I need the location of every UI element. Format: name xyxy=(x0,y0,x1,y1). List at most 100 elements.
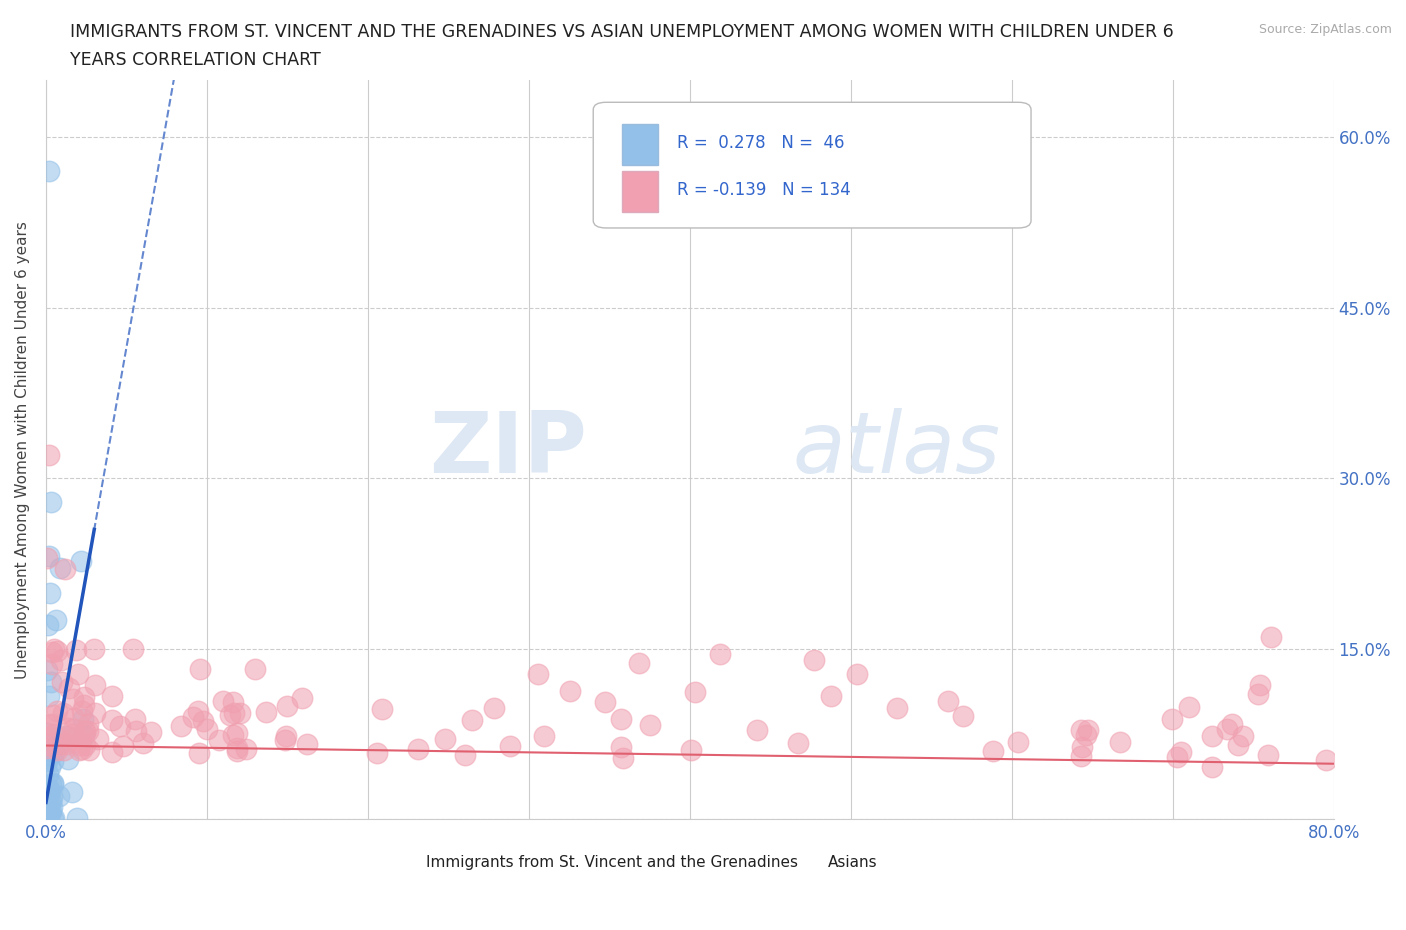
Point xyxy=(35,551,58,565)
Point xyxy=(49,735,72,750)
Point xyxy=(35,737,58,752)
Text: atlas: atlas xyxy=(793,408,1001,491)
Point xyxy=(181,710,204,724)
Point xyxy=(83,642,105,657)
Point xyxy=(453,748,475,763)
Point xyxy=(38,164,60,179)
Point xyxy=(786,736,808,751)
Point xyxy=(70,741,93,756)
Point xyxy=(41,644,63,659)
Point xyxy=(48,737,70,752)
Point xyxy=(42,777,65,791)
Point xyxy=(627,656,650,671)
Text: R =  0.278   N =  46: R = 0.278 N = 46 xyxy=(676,134,845,152)
Text: Source: ZipAtlas.com: Source: ZipAtlas.com xyxy=(1258,23,1392,36)
Point xyxy=(981,743,1004,758)
Point xyxy=(37,807,59,822)
Point xyxy=(1257,748,1279,763)
Point xyxy=(276,699,298,714)
Point xyxy=(44,642,66,657)
Point xyxy=(42,753,65,768)
Point xyxy=(1070,749,1092,764)
Point xyxy=(211,694,233,709)
Point xyxy=(747,723,769,737)
Point xyxy=(42,811,65,826)
Point xyxy=(803,653,825,668)
Point xyxy=(235,741,257,756)
Point xyxy=(1170,745,1192,760)
Point xyxy=(53,742,76,757)
Point xyxy=(195,721,218,736)
Point xyxy=(45,644,67,658)
Point xyxy=(1109,735,1132,750)
Point xyxy=(188,661,211,676)
Point xyxy=(41,776,63,790)
Point xyxy=(132,736,155,751)
Text: YEARS CORRELATION CHART: YEARS CORRELATION CHART xyxy=(70,51,321,69)
Point xyxy=(1201,760,1223,775)
Point xyxy=(72,712,94,727)
Point xyxy=(53,562,76,577)
Point xyxy=(37,783,59,798)
Point xyxy=(38,785,60,800)
Point xyxy=(45,613,67,628)
Point xyxy=(434,732,457,747)
Point xyxy=(55,737,77,751)
Point xyxy=(39,759,62,774)
Point xyxy=(936,694,959,709)
Point xyxy=(65,643,87,658)
Point xyxy=(51,674,73,689)
Point xyxy=(51,653,73,668)
Point xyxy=(72,698,94,712)
Point xyxy=(66,810,89,825)
FancyBboxPatch shape xyxy=(593,102,1031,228)
Point xyxy=(35,789,58,804)
Point xyxy=(42,744,65,759)
Point xyxy=(101,745,124,760)
Point xyxy=(952,709,974,724)
Point xyxy=(101,712,124,727)
Point xyxy=(77,743,100,758)
Point xyxy=(41,804,63,818)
Point xyxy=(276,729,298,744)
Point xyxy=(60,785,83,800)
Point xyxy=(35,740,58,755)
Point xyxy=(42,707,65,722)
Point xyxy=(820,688,842,703)
Point xyxy=(73,737,96,752)
Point xyxy=(70,703,93,718)
Point xyxy=(1232,728,1254,743)
Point xyxy=(37,618,59,632)
Point xyxy=(108,719,131,734)
Point xyxy=(170,719,193,734)
Point xyxy=(60,730,83,745)
Point xyxy=(67,743,90,758)
Point xyxy=(58,720,80,735)
Point xyxy=(77,716,100,731)
Text: R = -0.139   N = 134: R = -0.139 N = 134 xyxy=(676,180,851,198)
Point xyxy=(75,724,97,739)
Point xyxy=(886,701,908,716)
Point xyxy=(37,781,59,796)
FancyBboxPatch shape xyxy=(394,851,419,873)
FancyBboxPatch shape xyxy=(621,125,658,166)
Point xyxy=(39,717,62,732)
Point xyxy=(558,684,581,698)
Point xyxy=(1161,711,1184,726)
Point xyxy=(533,729,555,744)
Point xyxy=(188,745,211,760)
Point xyxy=(1315,752,1337,767)
Point xyxy=(35,725,58,740)
Point xyxy=(224,705,246,720)
Point xyxy=(49,561,72,576)
Point xyxy=(610,740,633,755)
Point xyxy=(37,737,59,752)
Point xyxy=(1336,670,1358,684)
Point xyxy=(254,705,277,720)
Point xyxy=(1201,728,1223,743)
Point xyxy=(35,753,58,768)
Point xyxy=(39,586,62,601)
Point xyxy=(226,740,249,755)
Point xyxy=(1247,687,1270,702)
Point xyxy=(273,733,295,748)
